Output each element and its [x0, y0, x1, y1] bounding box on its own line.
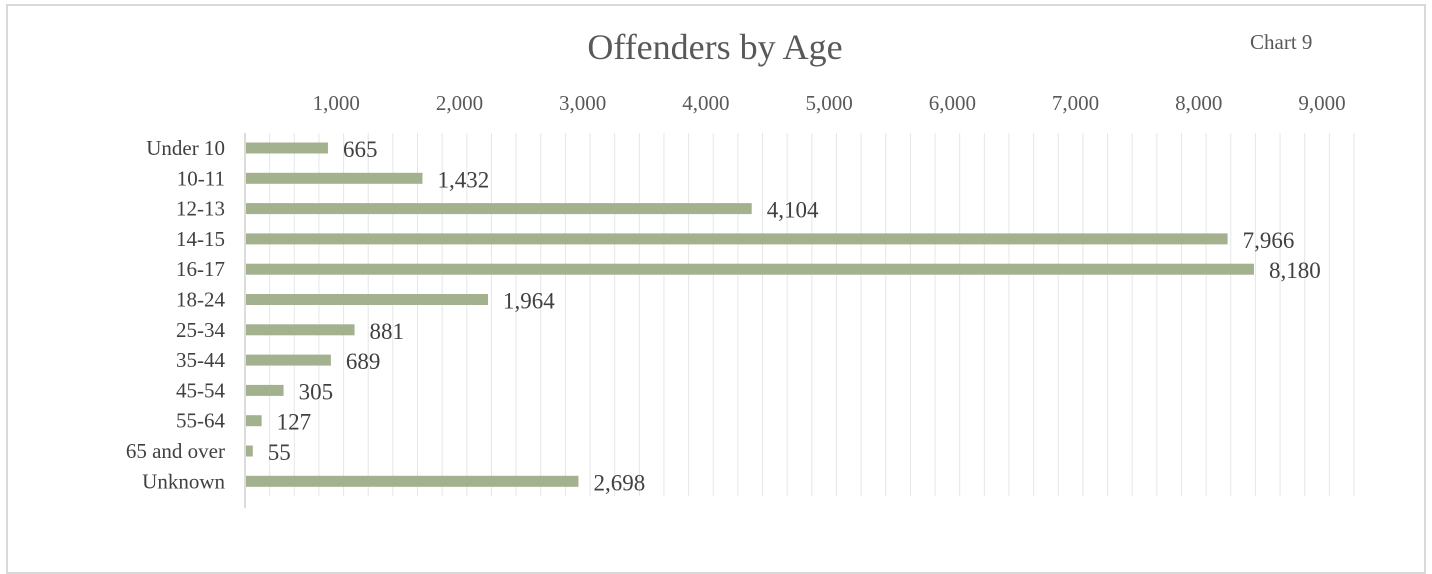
- x-axis-ticks: 1,000 2,000 3,000 4,000 5,000 6,000 7,000 8,000…: [313, 91, 1346, 115]
- value-label: 7,966: [1243, 228, 1295, 253]
- value-label: 1,432: [437, 167, 489, 192]
- x-tick-label: 1,000: [313, 91, 360, 115]
- category-label: 55-64: [176, 409, 225, 433]
- chart-title: Offenders by Age: [587, 27, 843, 67]
- x-tick-label: 4,000: [682, 91, 729, 115]
- bar: [246, 384, 284, 396]
- category-label: 25-34: [176, 318, 225, 342]
- bars: [246, 142, 1254, 487]
- x-tick-label: 7,000: [1052, 91, 1099, 115]
- category-label: 14-15: [176, 227, 225, 251]
- x-tick-label: 6,000: [929, 91, 976, 115]
- x-tick-label: 9,000: [1298, 91, 1345, 115]
- x-tick-label: 8,000: [1175, 91, 1222, 115]
- value-label: 4,104: [767, 198, 819, 223]
- category-label: 65 and over: [126, 439, 225, 463]
- bar: [246, 324, 355, 336]
- bar: [246, 172, 423, 184]
- bar: [246, 142, 328, 154]
- value-label: 55: [268, 440, 291, 465]
- bar: [246, 203, 752, 215]
- bar-chart: 1,000 2,000 3,000 4,000 5,000 6,000 7,000 8,000…: [126, 91, 1355, 509]
- bar: [246, 475, 579, 487]
- bar: [246, 354, 331, 366]
- category-label: 16-17: [176, 257, 225, 281]
- bar: [246, 294, 489, 305]
- value-label: 305: [299, 379, 334, 404]
- category-label: Under 10: [146, 136, 225, 160]
- bar: [246, 233, 1228, 245]
- x-tick-label: 5,000: [805, 91, 852, 115]
- chart-number-label: Chart 9: [1250, 30, 1313, 54]
- value-label: 881: [370, 319, 405, 344]
- category-label: 45-54: [176, 378, 225, 402]
- bar: [246, 263, 1254, 275]
- value-label: 689: [346, 349, 381, 374]
- value-label: 665: [343, 137, 378, 162]
- bar: [246, 445, 253, 457]
- chart-frame: [6, 4, 1426, 574]
- category-label: 12-13: [176, 197, 225, 221]
- category-label: 35-44: [176, 348, 225, 372]
- bar: [246, 415, 262, 427]
- value-labels: 665 1,432 4,104 7,966 8,180 1,964 881 689 305 127…: [268, 137, 1321, 495]
- category-label: 10-11: [177, 166, 225, 190]
- category-label: Unknown: [142, 469, 225, 493]
- value-label: 8,180: [1269, 258, 1321, 283]
- value-label: 2,698: [593, 470, 645, 495]
- x-tick-label: 2,000: [436, 91, 483, 115]
- value-label: 1,964: [503, 289, 555, 314]
- x-tick-label: 3,000: [559, 91, 606, 115]
- gridlines: [244, 133, 1355, 509]
- category-label: 18-24: [176, 288, 225, 312]
- value-label: 127: [277, 410, 312, 435]
- category-labels: Under 10 10-11 12-13 14-15 16-17 18-24 25-34 35…: [126, 136, 226, 493]
